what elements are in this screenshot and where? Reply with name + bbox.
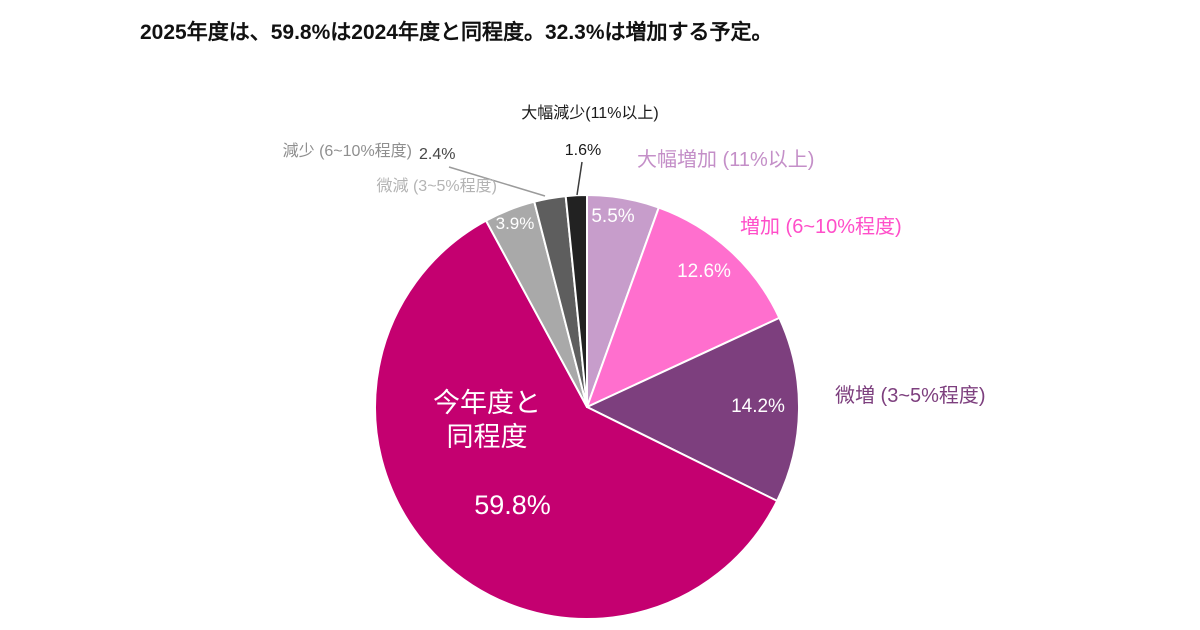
segment-label-same-level-line2: 同程度 (446, 422, 528, 452)
pie-slices (374, 193, 801, 620)
segment-value-same-level: 59.8% (474, 490, 551, 520)
chart-title: 2025年度は、59.8%は2024年度と同程度。32.3%は増加する予定。 (140, 21, 773, 44)
segment-value-increase: 12.6% (677, 261, 731, 282)
segment-label-same-level-line1: 今年度と (433, 388, 541, 418)
segment-label-large-decrease: 大幅減少(11%以上) (521, 105, 659, 122)
segment-value-slight-increase: 14.2% (731, 396, 785, 417)
pie-slice-increase (586, 206, 781, 408)
leader-line-large-decrease (576, 161, 583, 196)
pie-slice-slight-increase (586, 316, 801, 502)
segment-value-large-increase: 5.5% (591, 206, 635, 227)
segment-label-large-increase: 大幅増加 (11%以上) (637, 149, 815, 171)
leader-line-decrease (448, 166, 546, 197)
leader-lines (448, 161, 583, 197)
segment-label-increase: 増加 (6~10%程度) (740, 216, 902, 238)
pie-slice-large-decrease (564, 194, 588, 408)
segment-value-slight-decrease: 3.9% (495, 214, 535, 233)
segment-value-decrease: 2.4% (419, 146, 456, 163)
segment-label-decrease: 減少 (6~10%程度) (282, 143, 412, 160)
segment-label-same-level: 今年度と 同程度 (380, 386, 594, 454)
segment-label-slight-increase: 微増 (3~5%程度) (835, 385, 986, 407)
pie-slice-same-level (374, 219, 779, 620)
segment-value-large-decrease: 1.6% (564, 142, 602, 159)
segment-label-slight-decrease: 微減 (3~5%程度) (376, 178, 497, 195)
